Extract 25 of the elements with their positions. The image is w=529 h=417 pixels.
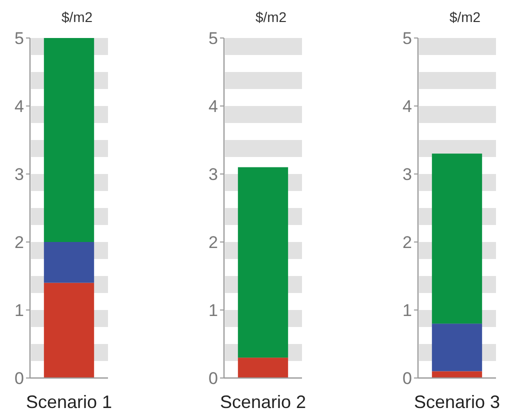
y-tick-label: 1 bbox=[208, 300, 218, 320]
y-axis-title: $/m2 bbox=[61, 9, 93, 25]
x-tick-label: Scenario 2 bbox=[220, 392, 306, 412]
y-tick-label: 5 bbox=[14, 28, 24, 48]
y-tick-label: 4 bbox=[208, 96, 218, 116]
y-tick-label: 0 bbox=[208, 368, 218, 388]
y-tick-label: 2 bbox=[14, 232, 24, 252]
y-tick-label: 2 bbox=[402, 232, 412, 252]
y-axis-title: $/m2 bbox=[449, 9, 481, 25]
y-tick-label: 2 bbox=[208, 232, 218, 252]
y-tick-label: 0 bbox=[14, 368, 24, 388]
y-tick-label: 5 bbox=[402, 28, 412, 48]
y-tick-label: 3 bbox=[14, 164, 24, 184]
y-tick-label: 1 bbox=[402, 300, 412, 320]
y-tick-label: 5 bbox=[208, 28, 218, 48]
y-tick-label: 3 bbox=[208, 164, 218, 184]
y-tick-label: 4 bbox=[402, 96, 412, 116]
x-tick-label: Scenario 3 bbox=[414, 392, 500, 412]
y-axis-title: $/m2 bbox=[255, 9, 287, 25]
y-tick-label: 0 bbox=[402, 368, 412, 388]
y-tick-label: 1 bbox=[14, 300, 24, 320]
bar bbox=[432, 371, 482, 378]
x-tick-label: Scenario 1 bbox=[26, 392, 112, 412]
y-tick-label: 3 bbox=[402, 164, 412, 184]
y-tick-label: 4 bbox=[14, 96, 24, 116]
